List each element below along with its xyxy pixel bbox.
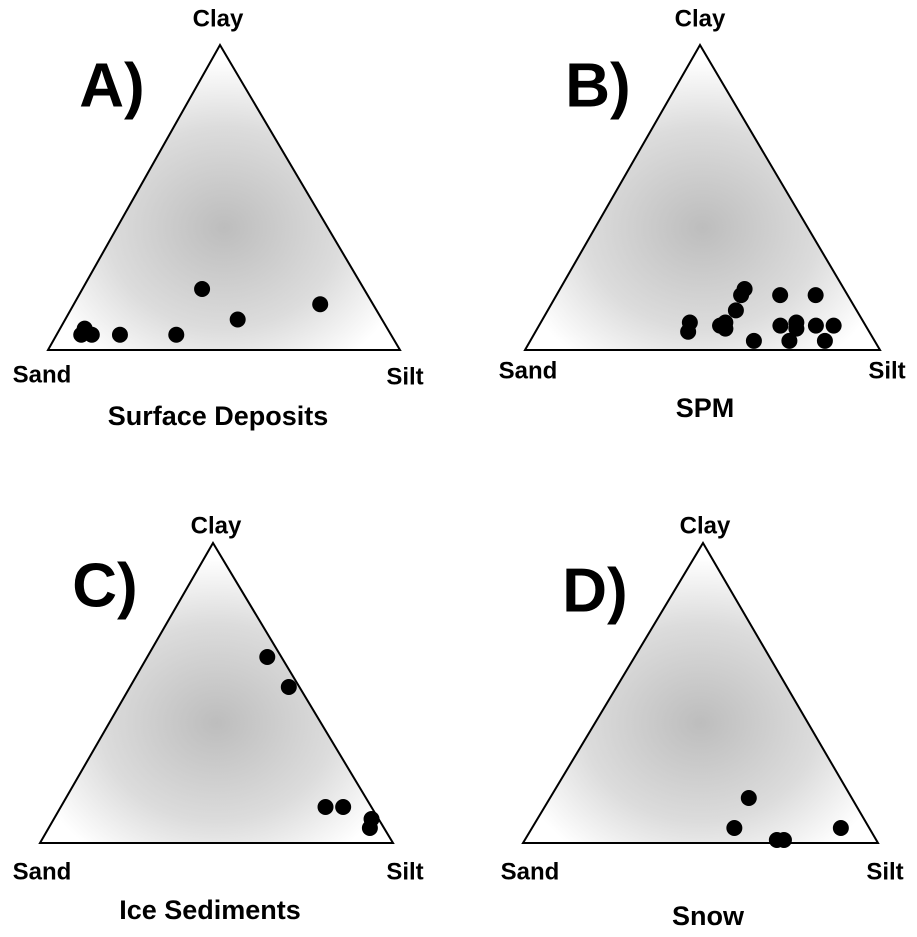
apex-label: Sand (13, 858, 72, 885)
sample-point (740, 790, 757, 806)
sample-point (781, 332, 798, 349)
apex-label: Silt (868, 357, 905, 384)
triangle-frame (523, 43, 882, 351)
sample-point (807, 317, 824, 334)
sample-point (775, 832, 792, 848)
sample-point (229, 311, 246, 328)
sample-point (168, 326, 185, 343)
sample-point (280, 679, 297, 695)
apex-label: Clay (675, 5, 726, 32)
panel-letter: A) (79, 51, 144, 120)
triangle-shade (523, 543, 878, 843)
triangle-frame (46, 42, 402, 351)
apex-label: Sand (501, 858, 560, 885)
sample-point (727, 302, 744, 319)
sample-point (717, 320, 734, 337)
panel-letter: B) (565, 51, 630, 120)
sample-point (807, 287, 824, 304)
sample-point (335, 799, 352, 815)
sample-point (73, 326, 90, 343)
sample-point (361, 820, 378, 836)
triangle-frame (521, 541, 880, 844)
sample-point (317, 799, 334, 815)
panel-title: Surface Deposits (108, 401, 329, 431)
panel-title: Ice Sediments (119, 895, 301, 925)
apex-label: Clay (680, 512, 731, 539)
sample-point (680, 323, 697, 340)
sample-point (816, 332, 833, 349)
sample-point (772, 287, 789, 304)
triangle-shade (40, 543, 393, 843)
sample-point (194, 281, 211, 297)
sample-point (111, 326, 128, 343)
sample-point (772, 317, 789, 334)
triangle-shade (525, 45, 880, 350)
apex-label: Sand (13, 361, 72, 388)
sample-point (832, 820, 849, 836)
apex-label: Clay (193, 5, 244, 32)
sample-point (259, 649, 276, 665)
sample-point (745, 332, 762, 349)
apex-label: Clay (191, 512, 242, 539)
apex-label: Silt (386, 363, 423, 390)
apex-label: Silt (386, 858, 423, 885)
sample-point (312, 296, 329, 313)
sample-point (788, 320, 805, 337)
triangle-frame (38, 541, 395, 844)
sample-point (825, 317, 842, 334)
sample-point (726, 820, 743, 836)
apex-label: Sand (499, 357, 558, 384)
panel-letter: C) (72, 551, 137, 620)
panel-letter: D) (562, 556, 627, 625)
sample-point (733, 287, 750, 304)
panel-title: Snow (672, 901, 745, 931)
triangle-shade (48, 45, 400, 350)
panel-title: SPM (676, 393, 735, 423)
apex-label: Silt (866, 858, 903, 885)
